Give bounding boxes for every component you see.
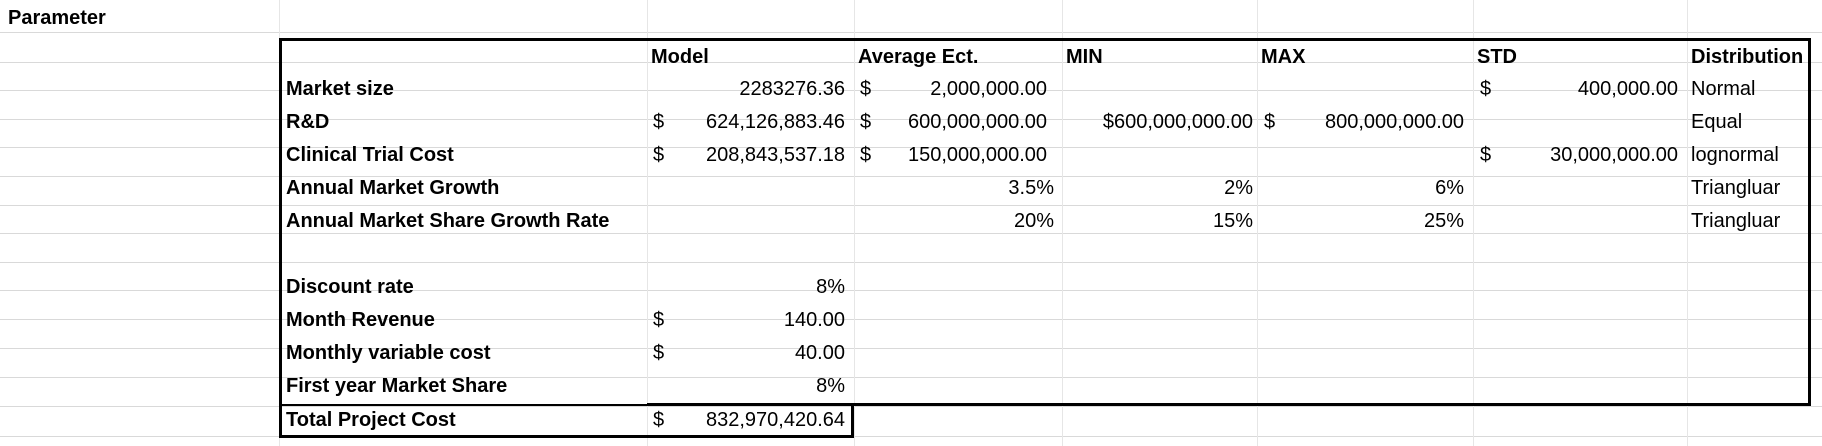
gridline bbox=[1062, 0, 1063, 446]
table-border-left bbox=[279, 38, 282, 438]
gridline bbox=[0, 176, 1822, 177]
gridline bbox=[854, 0, 855, 446]
gridline bbox=[0, 205, 1822, 206]
average-value[interactable]: 150,000,000.00 bbox=[907, 144, 1047, 166]
gridline bbox=[0, 348, 1822, 349]
gridline bbox=[0, 319, 1822, 320]
currency-symbol: $ bbox=[1480, 144, 1492, 166]
average-value[interactable]: 3.5% bbox=[1008, 177, 1054, 199]
distribution-value[interactable]: Normal bbox=[1691, 78, 1756, 100]
average-value[interactable]: 600,000,000.00 bbox=[907, 111, 1047, 133]
gridline bbox=[0, 290, 1822, 291]
max-value[interactable]: 6% bbox=[1435, 177, 1464, 199]
row-label: Clinical Trial Cost bbox=[286, 144, 454, 166]
row-label: Market size bbox=[286, 78, 394, 100]
max-value[interactable]: 25% bbox=[1423, 210, 1464, 232]
average-value[interactable]: 2,000,000.00 bbox=[930, 78, 1047, 100]
header-average: Average Ect. bbox=[858, 46, 979, 68]
sheet-title: Parameter bbox=[8, 7, 106, 29]
gridline bbox=[0, 377, 1822, 378]
total-label: Total Project Cost bbox=[286, 409, 456, 431]
gridline bbox=[1687, 0, 1688, 446]
table-border-right bbox=[1808, 38, 1811, 405]
min-value[interactable]: 2% bbox=[1224, 177, 1253, 199]
param-label: Month Revenue bbox=[286, 309, 435, 331]
gridline bbox=[0, 233, 1822, 234]
currency-symbol: $ bbox=[653, 144, 665, 166]
table-border-top bbox=[279, 38, 1811, 41]
model-value[interactable]: 624,126,883.46 bbox=[705, 111, 845, 133]
distribution-value[interactable]: lognormal bbox=[1691, 144, 1779, 166]
table-border-bottom bbox=[647, 403, 1811, 406]
currency-symbol: $ bbox=[860, 78, 872, 100]
distribution-value[interactable]: Triangluar bbox=[1691, 210, 1781, 232]
distribution-value[interactable]: Triangluar bbox=[1691, 177, 1781, 199]
header-max: MAX bbox=[1261, 46, 1306, 68]
param-label: Monthly variable cost bbox=[286, 342, 491, 364]
param-value[interactable]: 8% bbox=[816, 375, 845, 397]
header-model: Model bbox=[651, 46, 709, 68]
gridline bbox=[1257, 0, 1258, 446]
gridline bbox=[0, 262, 1822, 263]
model-value[interactable]: 2283276.36 bbox=[739, 78, 845, 100]
min-value[interactable]: 15% bbox=[1212, 210, 1253, 232]
gridline bbox=[0, 62, 1822, 63]
header-std: STD bbox=[1477, 46, 1517, 68]
total-border-top bbox=[279, 404, 851, 406]
model-value[interactable]: 208,843,537.18 bbox=[705, 144, 845, 166]
currency-symbol: $ bbox=[653, 309, 665, 331]
row-label: Annual Market Growth bbox=[286, 177, 500, 199]
header-distribution: Distribution bbox=[1691, 46, 1804, 68]
currency-symbol: $ bbox=[653, 111, 665, 133]
currency-symbol: $ bbox=[653, 409, 665, 431]
currency-symbol: $ bbox=[860, 144, 872, 166]
param-label: Discount rate bbox=[286, 276, 414, 298]
row-label: R&D bbox=[286, 111, 330, 133]
std-value[interactable]: 30,000,000.00 bbox=[1550, 144, 1678, 166]
max-value[interactable]: 800,000,000.00 bbox=[1324, 111, 1464, 133]
currency-symbol: $ bbox=[653, 342, 665, 364]
currency-symbol: $ bbox=[1264, 111, 1276, 133]
header-min: MIN bbox=[1066, 46, 1103, 68]
currency-symbol: $ bbox=[1480, 78, 1492, 100]
gridline bbox=[647, 0, 648, 446]
distribution-value[interactable]: Equal bbox=[1691, 111, 1743, 133]
currency-symbol: $ bbox=[860, 111, 872, 133]
std-value[interactable]: 400,000.00 bbox=[1577, 78, 1678, 100]
param-value[interactable]: 40.00 bbox=[794, 342, 845, 364]
gridline bbox=[0, 406, 1822, 407]
row-label: Annual Market Share Growth Rate bbox=[286, 210, 610, 232]
param-label: First year Market Share bbox=[286, 375, 508, 397]
gridline bbox=[0, 32, 1822, 33]
min-value[interactable]: $600,000,000.00 bbox=[1102, 111, 1253, 133]
param-value[interactable]: 8% bbox=[816, 276, 845, 298]
gridline bbox=[0, 147, 1822, 148]
gridline bbox=[0, 436, 1822, 437]
param-value[interactable]: 140.00 bbox=[783, 309, 845, 331]
total-border-right bbox=[851, 404, 854, 438]
total-border-bottom bbox=[279, 435, 853, 438]
average-value[interactable]: 20% bbox=[1013, 210, 1054, 232]
total-value[interactable]: 832,970,420.64 bbox=[705, 409, 845, 431]
gridline bbox=[0, 90, 1822, 91]
gridline bbox=[1473, 0, 1474, 446]
gridline bbox=[0, 119, 1822, 120]
